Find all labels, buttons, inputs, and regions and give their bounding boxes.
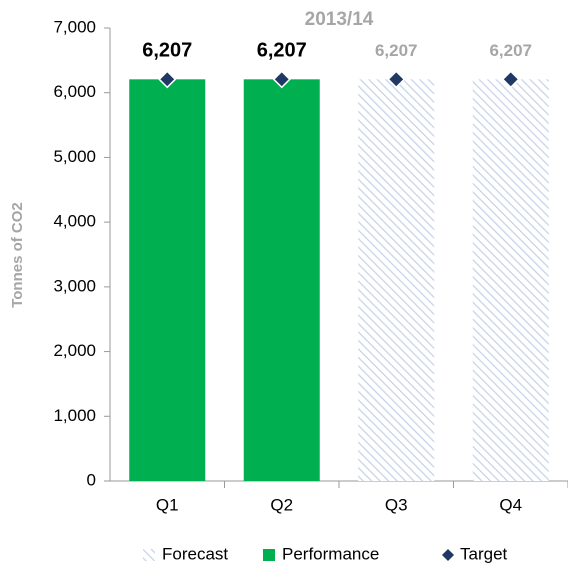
y-axis-label: Tonnes of CO2 [9, 202, 26, 308]
bar [129, 79, 206, 482]
chart-title: 2013/14 [305, 9, 374, 30]
target-marker [272, 70, 291, 89]
x-tick-label: Q4 [499, 495, 522, 514]
x-tick-label: Q1 [156, 495, 179, 514]
data-label: 6,207 [257, 40, 307, 62]
y-tick-label: 7,000 [53, 17, 96, 36]
data-label: 6,207 [375, 41, 418, 60]
legend-swatch [263, 549, 275, 561]
legend-label: Forecast [162, 544, 228, 563]
y-tick-label: 5,000 [53, 147, 96, 166]
y-tick-label: 2,000 [53, 341, 96, 360]
x-tick-label: Q3 [385, 495, 408, 514]
target-marker [387, 70, 406, 89]
bar [472, 79, 549, 482]
y-tick-label: 4,000 [53, 212, 96, 231]
data-label: 6,207 [489, 41, 532, 60]
y-tick-label: 3,000 [53, 276, 96, 295]
y-tick-label: 0 [87, 470, 96, 489]
target-marker [501, 70, 520, 89]
x-tick-label: Q2 [270, 495, 293, 514]
legend-label: Performance [282, 544, 379, 563]
legend-label: Target [460, 544, 508, 563]
bar [243, 79, 320, 482]
y-tick-label: 1,000 [53, 406, 96, 425]
bar [358, 79, 435, 482]
legend-swatch [442, 549, 454, 561]
y-tick-label: 6,000 [53, 82, 96, 101]
data-label: 6,207 [142, 40, 192, 62]
legend-swatch [143, 549, 155, 561]
target-marker [158, 70, 177, 89]
